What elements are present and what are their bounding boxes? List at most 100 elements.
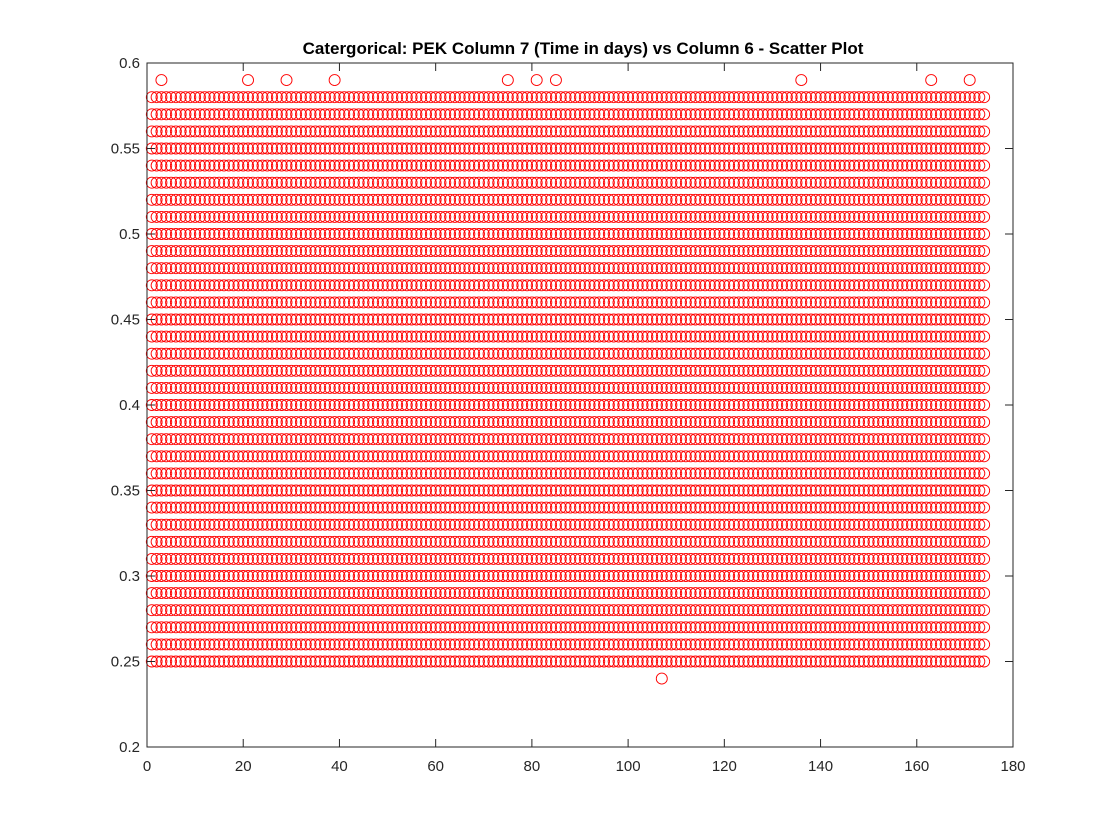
data-point bbox=[506, 518, 519, 531]
data-point bbox=[506, 621, 519, 634]
data-point bbox=[742, 484, 755, 497]
data-point bbox=[270, 587, 283, 600]
data-point bbox=[795, 484, 808, 497]
data-point bbox=[598, 621, 611, 634]
data-point bbox=[910, 501, 923, 514]
data-point bbox=[155, 587, 168, 600]
data-point bbox=[723, 518, 736, 531]
data-point bbox=[169, 638, 182, 651]
data-point bbox=[920, 638, 933, 651]
data-point bbox=[853, 501, 865, 514]
data-point bbox=[232, 604, 245, 617]
data-point bbox=[545, 467, 558, 480]
data-point bbox=[314, 552, 327, 565]
data-point bbox=[420, 501, 432, 514]
data-point bbox=[473, 552, 485, 565]
data-point bbox=[439, 518, 452, 531]
data-point bbox=[925, 621, 938, 634]
data-point bbox=[290, 484, 303, 497]
data-point bbox=[833, 501, 846, 514]
data-point bbox=[343, 552, 356, 565]
data-point bbox=[660, 638, 673, 651]
data-point bbox=[713, 552, 726, 565]
data-point bbox=[848, 587, 861, 600]
data-point bbox=[400, 518, 413, 531]
data-point bbox=[896, 535, 909, 548]
data-point bbox=[588, 501, 601, 514]
data-point bbox=[261, 587, 274, 600]
data-point bbox=[497, 570, 509, 582]
data-point bbox=[261, 552, 274, 565]
data-point bbox=[809, 484, 822, 497]
data-point bbox=[434, 604, 447, 617]
data-point bbox=[732, 535, 745, 548]
data-point bbox=[227, 621, 240, 634]
data-point bbox=[790, 604, 803, 617]
data-point bbox=[569, 570, 582, 582]
data-point bbox=[410, 570, 423, 582]
data-point bbox=[872, 518, 885, 531]
data-point bbox=[468, 518, 481, 531]
data-point bbox=[862, 570, 875, 582]
data-point bbox=[901, 484, 914, 497]
data-point bbox=[925, 604, 938, 617]
data-point bbox=[169, 484, 182, 497]
data-point bbox=[290, 552, 303, 565]
data-point bbox=[679, 552, 692, 565]
data-point bbox=[453, 655, 466, 668]
data-point bbox=[184, 484, 197, 497]
data-point bbox=[420, 655, 432, 668]
data-point bbox=[270, 535, 283, 548]
data-point bbox=[790, 552, 803, 565]
data-point bbox=[549, 518, 562, 531]
data-point bbox=[458, 552, 471, 565]
data-point bbox=[578, 604, 591, 617]
data-point bbox=[521, 484, 534, 497]
data-point bbox=[242, 501, 254, 514]
data-point bbox=[804, 484, 817, 497]
data-point bbox=[944, 655, 957, 668]
data-point bbox=[251, 604, 264, 617]
data-point bbox=[978, 621, 991, 634]
data-point bbox=[169, 570, 182, 582]
data-point bbox=[497, 604, 509, 617]
data-point bbox=[242, 621, 254, 634]
data-point bbox=[776, 552, 789, 565]
data-point bbox=[434, 570, 447, 582]
data-point bbox=[174, 467, 187, 480]
data-point bbox=[439, 552, 452, 565]
data-point bbox=[588, 535, 601, 548]
data-point bbox=[179, 604, 192, 617]
data-point bbox=[487, 501, 500, 514]
data-point bbox=[487, 518, 500, 531]
data-point bbox=[679, 518, 692, 531]
data-point bbox=[343, 570, 356, 582]
data-point bbox=[944, 501, 957, 514]
data-point bbox=[439, 587, 452, 600]
data-point bbox=[602, 638, 615, 651]
data-point bbox=[574, 535, 586, 548]
data-point bbox=[915, 638, 928, 651]
data-point bbox=[448, 467, 461, 480]
data-point bbox=[424, 535, 437, 548]
data-point bbox=[270, 638, 283, 651]
data-point bbox=[145, 604, 158, 617]
data-point bbox=[944, 535, 957, 548]
data-point bbox=[939, 501, 952, 514]
data-point bbox=[506, 552, 519, 565]
data-point bbox=[386, 552, 399, 565]
data-point bbox=[347, 638, 360, 651]
data-point bbox=[482, 484, 495, 497]
data-point bbox=[660, 604, 673, 617]
data-point bbox=[617, 552, 630, 565]
data-point bbox=[444, 604, 457, 617]
data-point bbox=[891, 621, 904, 634]
data-point bbox=[607, 467, 620, 480]
data-point bbox=[848, 570, 861, 582]
data-point bbox=[622, 570, 635, 582]
data-point bbox=[939, 518, 952, 531]
data-point bbox=[574, 484, 586, 497]
data-point bbox=[631, 604, 644, 617]
data-point bbox=[872, 655, 885, 668]
data-point bbox=[689, 484, 702, 497]
